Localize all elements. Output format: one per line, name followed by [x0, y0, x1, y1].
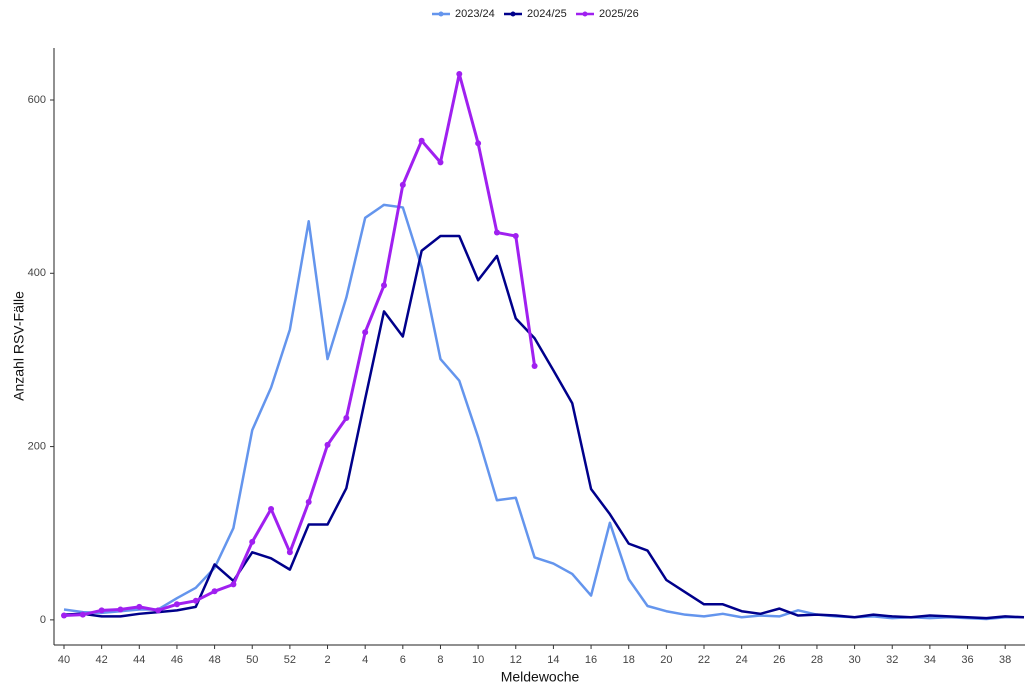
series-marker: [437, 159, 444, 166]
y-tick-label: 600: [28, 94, 46, 106]
x-tick-label: 38: [999, 654, 1011, 666]
x-tick-label: 10: [472, 654, 484, 666]
x-tick-label: 2: [324, 654, 330, 666]
series-marker: [512, 233, 519, 240]
series-marker: [117, 606, 124, 613]
x-tick-label: 44: [133, 654, 145, 666]
series-marker: [230, 581, 237, 588]
x-tick-label: 22: [698, 654, 710, 666]
x-tick-label: 6: [400, 654, 406, 666]
x-tick-label: 48: [208, 654, 220, 666]
series-marker: [173, 601, 180, 608]
x-tick-label: 52: [284, 654, 296, 666]
x-tick-label: 12: [510, 654, 522, 666]
x-tick-label: 42: [96, 654, 108, 666]
legend-marker: [582, 11, 588, 17]
legend-marker: [510, 11, 516, 17]
series-marker: [305, 499, 312, 506]
series-marker: [249, 538, 256, 545]
x-tick-label: 4: [362, 654, 368, 666]
series-line: [63, 72, 537, 618]
x-tick-label: 18: [623, 654, 635, 666]
x-tick-label: 46: [171, 654, 183, 666]
series-marker: [456, 70, 463, 77]
series-marker: [211, 588, 218, 595]
x-tick-label: 50: [246, 654, 258, 666]
series-marker: [418, 137, 425, 144]
y-axis-title: Anzahl RSV-Fälle: [11, 291, 27, 401]
series-line: [63, 203, 1024, 621]
series-marker: [98, 607, 105, 614]
x-tick-label: 16: [585, 654, 597, 666]
x-tick-label: 36: [961, 654, 973, 666]
series-marker: [324, 441, 331, 448]
x-axis-title: Meldewoche: [501, 669, 580, 685]
x-tick-label: 32: [886, 654, 898, 666]
series-marker: [192, 597, 199, 604]
x-tick-label: 34: [924, 654, 936, 666]
series-marker: [475, 140, 482, 147]
x-tick-label: 14: [547, 654, 559, 666]
x-tick-label: 20: [660, 654, 672, 666]
legend-marker: [438, 11, 444, 17]
y-tick-label: 400: [28, 267, 46, 279]
series-marker: [343, 414, 350, 421]
series-marker: [268, 505, 275, 512]
x-tick-label: 28: [811, 654, 823, 666]
x-tick-label: 24: [736, 654, 748, 666]
y-tick-label: 200: [28, 440, 46, 452]
x-tick-label: 8: [437, 654, 443, 666]
series-marker: [79, 611, 86, 618]
series-marker: [493, 229, 500, 236]
series-line: [63, 234, 1025, 620]
series-marker: [362, 329, 369, 336]
series-marker: [61, 612, 67, 619]
series-marker: [155, 607, 162, 614]
series-marker: [381, 282, 387, 289]
x-tick-label: 26: [773, 654, 785, 666]
series-marker: [531, 362, 538, 369]
series-marker: [286, 549, 293, 556]
series-marker: [136, 603, 143, 610]
legend-text: 2023/24: [455, 8, 495, 20]
x-tick-label: 30: [848, 654, 860, 666]
legend-text: 2025/26: [599, 8, 639, 20]
y-tick-label: 0: [40, 614, 46, 626]
legend-text: 2024/25: [527, 8, 567, 20]
x-tick-label: 40: [58, 654, 70, 666]
series-marker: [399, 181, 406, 188]
